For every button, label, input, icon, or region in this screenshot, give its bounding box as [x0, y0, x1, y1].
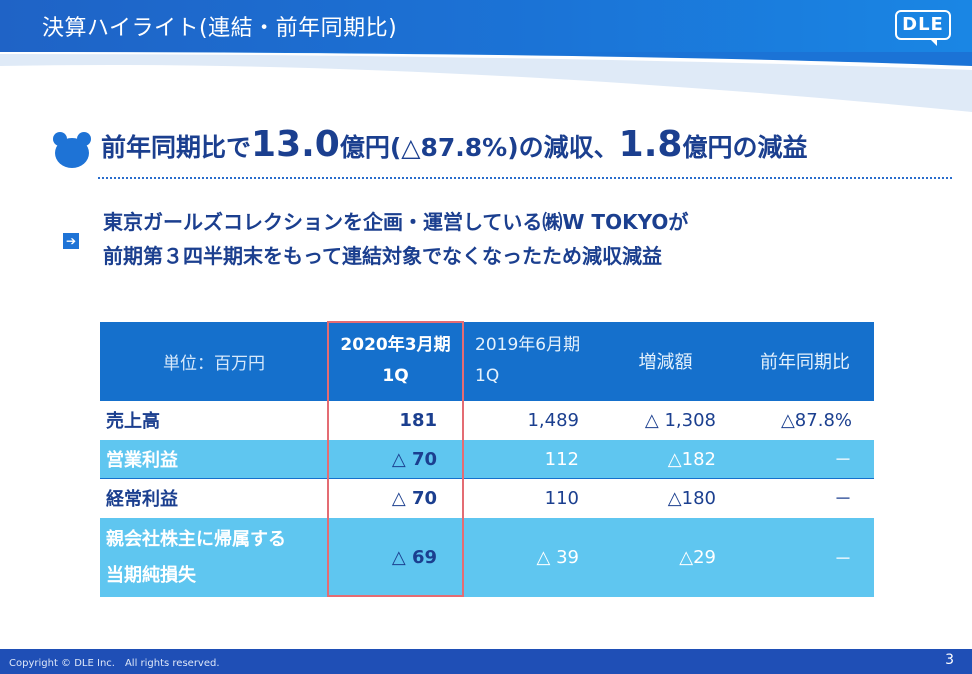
row-prior: 110 [544, 487, 579, 509]
row-yoy: － [834, 450, 852, 471]
copyright-text: Copyright © DLE Inc. All rights reserved… [9, 658, 220, 669]
row-yoy: － [834, 489, 852, 510]
header-prior-line-2: 1Q [475, 366, 500, 386]
lead-text-line-2: 前期第３四半期末をもって連結対象でなくなったため減収減益 [103, 244, 662, 268]
headline-value-1: 13.0 [251, 124, 340, 165]
bear-face-icon [53, 132, 91, 168]
header-unit: 単位：百万円 [163, 353, 265, 374]
table-row: 営業利益 △ 70 112 △182 － [100, 439, 874, 478]
row-current: △ 70 [391, 487, 437, 509]
headline-value-2: 1.8 [618, 124, 683, 165]
header-swoosh [0, 52, 972, 112]
row-label: 経常利益 [106, 489, 178, 510]
dotted-divider [98, 177, 952, 179]
row-label: 営業利益 [106, 450, 178, 471]
row-label-line-1: 親会社株主に帰属する [106, 528, 286, 550]
table-row: 経常利益 △ 70 110 △180 － [100, 478, 874, 517]
row-yoy: △87.8% [780, 409, 852, 431]
header-current-period: 2020年3月期 1Q [328, 322, 463, 400]
header-prior-period: 2019年6月期 1Q [463, 322, 595, 400]
table-header-row: 単位：百万円 2020年3月期 1Q 2019年6月期 1Q 増減額 前年同期比 [100, 322, 874, 400]
headline-text-3: 億円の減益 [682, 133, 808, 162]
header-prior-line-1: 2019年6月期 [475, 335, 581, 355]
dle-logo: DLE [895, 10, 951, 40]
headline-text-2: 億円(△87.8%)の減収、 [339, 133, 619, 162]
row-prior: 112 [544, 448, 579, 470]
row-current: △ 69 [391, 547, 437, 568]
financial-table: 単位：百万円 2020年3月期 1Q 2019年6月期 1Q 増減額 前年同期比… [100, 322, 874, 597]
row-current: 181 [399, 409, 437, 431]
headline: 前年同期比で13.0億円(△87.8%)の減収、1.8億円の減益 [101, 124, 807, 165]
row-prior: 1,489 [527, 409, 579, 431]
row-change: △180 [667, 487, 716, 509]
footer-band: Copyright © DLE Inc. All rights reserved… [0, 649, 972, 674]
page-number: 3 [945, 652, 954, 668]
table-row: 親会社株主に帰属する 当期純損失 △ 69 △ 39 △29 － [100, 517, 874, 597]
row-prior: △ 39 [536, 547, 579, 568]
row-label: 親会社株主に帰属する 当期純損失 [100, 518, 328, 597]
arrow-right-icon: ➔ [63, 233, 79, 249]
header-band: 決算ハイライト(連結・前年同期比) DLE [0, 0, 972, 52]
row-yoy: － [834, 548, 852, 570]
header-current-line-1: 2020年3月期 [340, 335, 451, 355]
headline-text-1: 前年同期比で [101, 133, 252, 162]
row-label-line-2: 当期純損失 [106, 564, 196, 586]
header-yoy: 前年同期比 [760, 352, 850, 373]
slide-title: 決算ハイライト(連結・前年同期比) [42, 16, 398, 41]
row-change: △29 [679, 547, 716, 568]
row-change: △ 1,308 [644, 409, 716, 431]
logo-speech-tail [929, 38, 937, 46]
row-current: △ 70 [391, 448, 437, 470]
header-change: 増減額 [638, 352, 693, 373]
row-change: △182 [667, 448, 716, 470]
lead-text-line-1: 東京ガールズコレクションを企画・運営している㈱W TOKYOが [103, 210, 689, 234]
header-current-line-2: 1Q [382, 366, 409, 386]
row-label: 売上高 [106, 411, 160, 432]
table-row: 売上高 181 1,489 △ 1,308 △87.8% [100, 400, 874, 439]
